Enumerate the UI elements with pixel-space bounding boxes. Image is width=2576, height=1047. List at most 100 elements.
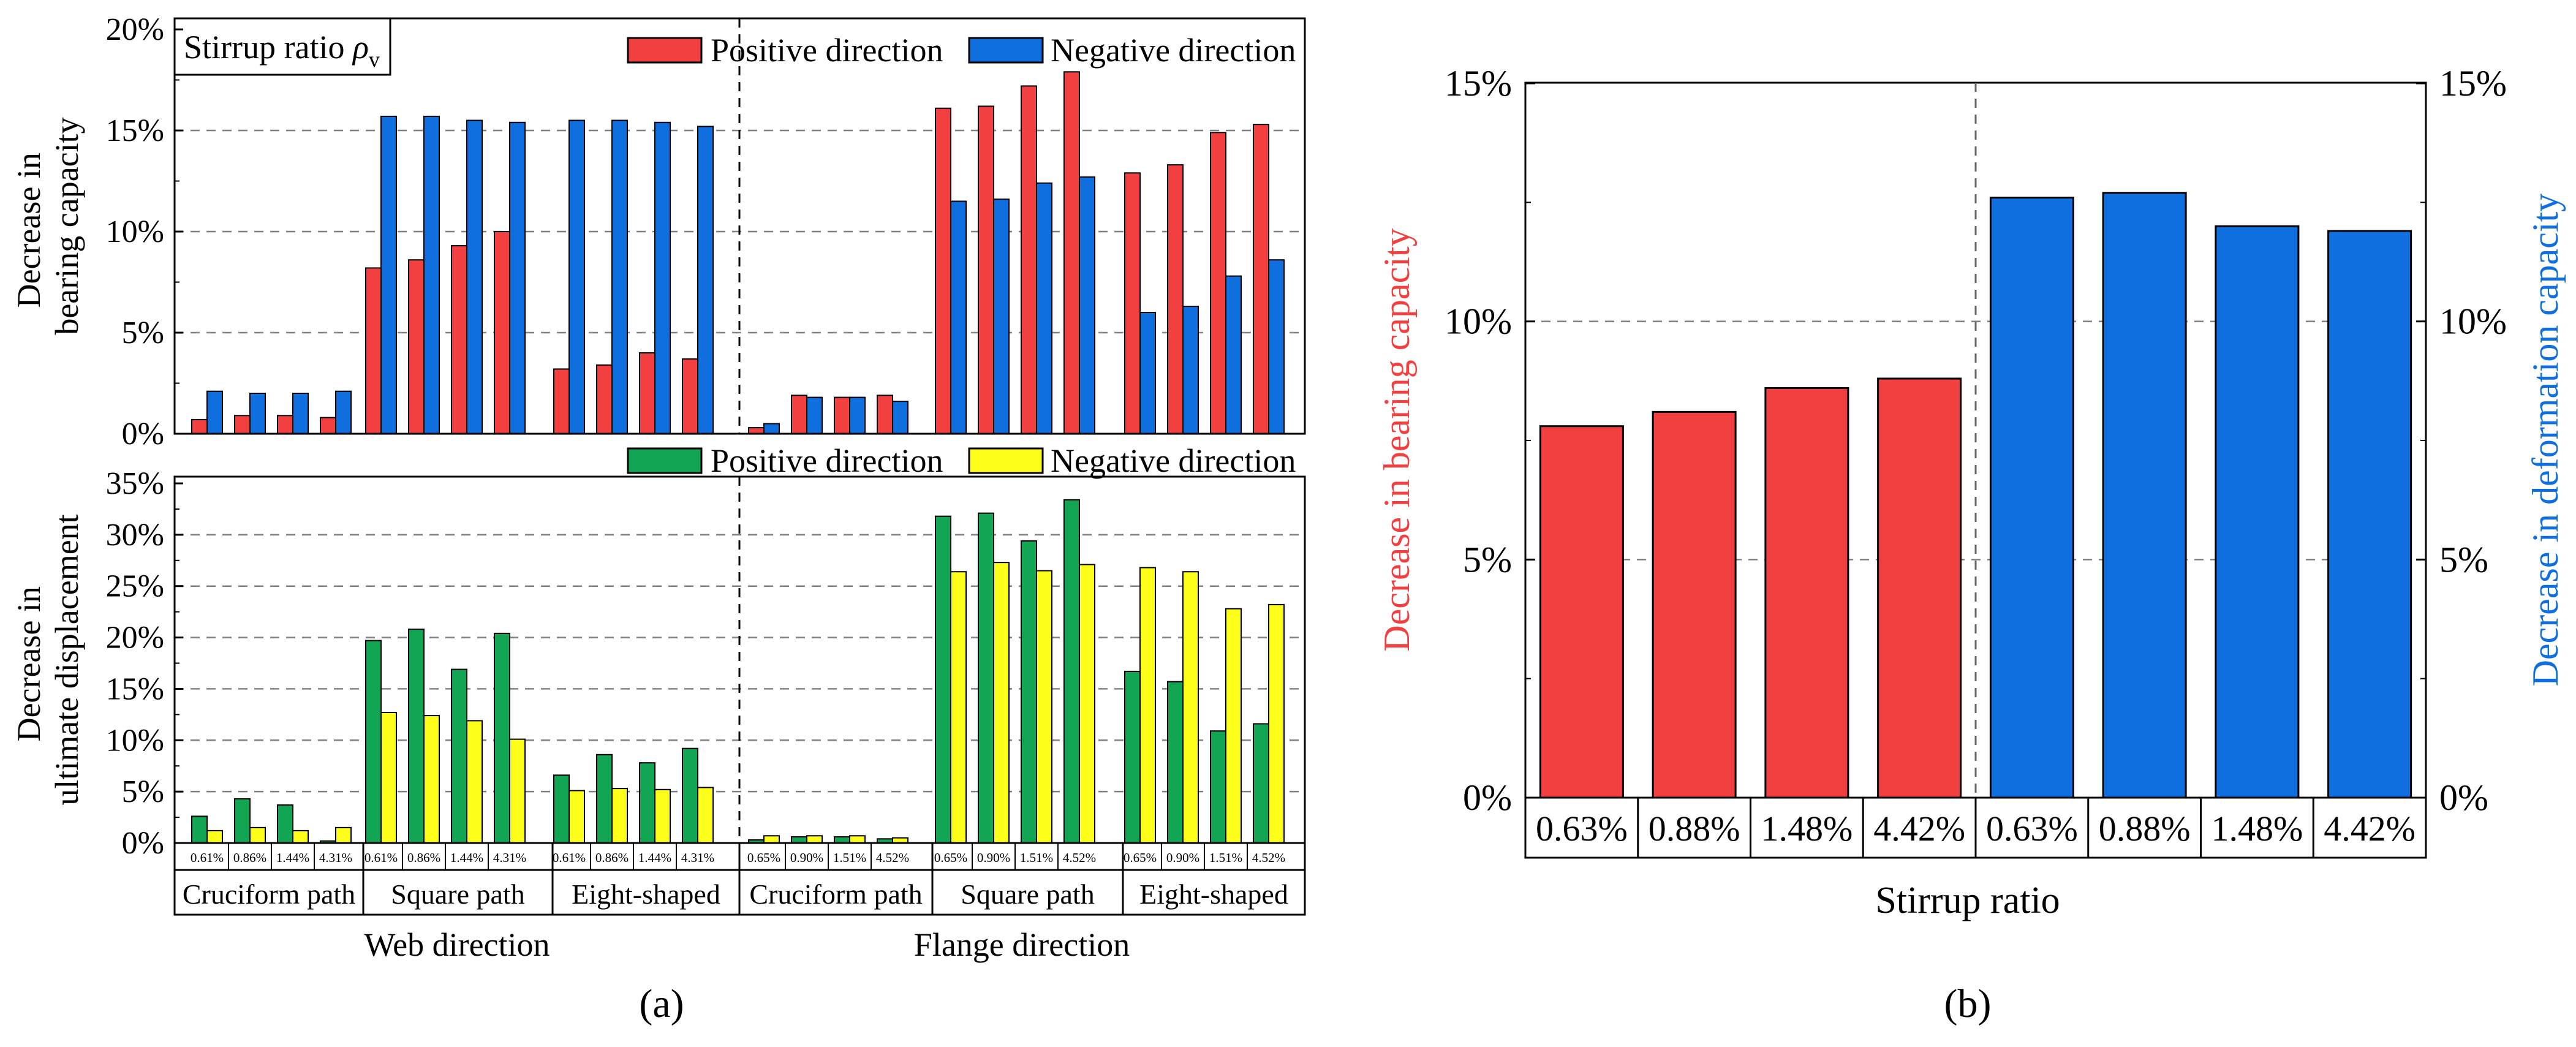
bar-bearing-negative (763, 423, 780, 434)
ratio-cell-label: 0.63% (1986, 809, 2078, 849)
bar-bearing-positive (791, 395, 807, 434)
bar-bearing-capacity (1652, 410, 1737, 799)
bar-bearing-positive (978, 105, 994, 434)
bar-bearing-negative (806, 396, 823, 434)
bar-bearing-negative (611, 119, 628, 434)
bar-displacement-negative (993, 562, 1010, 844)
bar-displacement-negative (335, 826, 352, 844)
stirrup-ratio-box (173, 17, 391, 76)
bar-displacement-negative (1139, 567, 1156, 844)
y-tick-label: 10% (106, 214, 164, 249)
bar-displacement-positive (234, 798, 251, 844)
ratio-label: 1.44% (450, 850, 483, 865)
bar-bearing-negative (509, 121, 526, 435)
bar-bearing-negative (1268, 259, 1285, 434)
bar-bearing-positive (191, 418, 208, 435)
ratio-cell-label: 4.42% (1873, 809, 1965, 849)
y-tick-label-left: 15% (1445, 63, 1512, 104)
bar-displacement-negative (568, 790, 585, 844)
y-tick-label: 15% (106, 671, 164, 706)
ratio-label: 0.90% (977, 850, 1010, 865)
y-tick-label: 5% (122, 774, 164, 809)
y-tick-label-right: 10% (2439, 301, 2507, 342)
ratio-label: 0.90% (1166, 850, 1199, 865)
bar-bearing-positive (1124, 172, 1141, 434)
bar-bearing-positive (553, 368, 570, 435)
bar-displacement-negative (1079, 564, 1095, 844)
bar-displacement-positive (682, 747, 698, 844)
bar-bearing-negative (292, 393, 309, 434)
bar-displacement-negative (509, 738, 526, 844)
bar-bearing-positive (935, 107, 951, 434)
bar-bearing-positive (1063, 71, 1080, 435)
ratio-cell-label: 0.88% (2099, 809, 2191, 849)
bar-bearing-negative (950, 200, 967, 434)
y-tick-label-left: 0% (1463, 777, 1512, 818)
ratio-label: 4.31% (319, 850, 352, 865)
bar-displacement-negative (466, 720, 483, 844)
panel-b-xlabel: Stirrup ratio (1875, 880, 2060, 921)
ratio-label: 0.65% (747, 850, 780, 865)
panel-a-bottom-ylabel: Decrease in ultimate displacement (10, 514, 85, 805)
panel-b-left-ylabel: Decrease in bearing capacity (1377, 228, 1417, 651)
ratio-cell-label: 0.63% (1536, 809, 1628, 849)
panel-b-right-ylabel: Decrease in deformation capacity (2525, 194, 2566, 687)
bar-bearing-positive (1167, 164, 1184, 434)
bar-displacement-negative (654, 788, 671, 844)
bar-displacement-negative (423, 715, 440, 844)
bar-displacement-positive (1210, 730, 1226, 844)
bar-displacement-positive (408, 629, 425, 844)
ratio-label: 1.51% (833, 850, 866, 865)
bar-bearing-positive (320, 417, 336, 434)
bar-bearing-negative (1036, 182, 1052, 434)
bar-bearing-negative (466, 119, 483, 434)
bar-displacement-negative (206, 830, 223, 844)
y-tick-label-left: 5% (1463, 539, 1512, 580)
bar-displacement-positive (639, 762, 655, 844)
bar-bearing-positive (596, 364, 613, 434)
legend-top-negative-label: Negative direction (1051, 32, 1296, 69)
ratio-label: 4.52% (1063, 850, 1096, 865)
ratio-label: 0.65% (1124, 850, 1157, 865)
bar-displacement-positive (1021, 540, 1037, 844)
bar-bearing-positive (682, 358, 698, 435)
bar-displacement-positive (935, 515, 951, 844)
ratio-label: 4.52% (1252, 850, 1285, 865)
legend-top-negative-swatch (968, 37, 1044, 64)
group-label: Square path (391, 879, 524, 910)
bar-bearing-positive (494, 231, 510, 434)
ratio-label: 4.52% (876, 850, 909, 865)
bar-displacement-positive (791, 836, 807, 844)
bar-bearing-capacity (1764, 387, 1849, 799)
ratio-label: 0.61% (191, 850, 224, 865)
y-tick-label: 0% (122, 826, 164, 861)
bar-bearing-negative (568, 119, 585, 434)
stirrup-ratio-label: Stirrup ratio ρv (184, 29, 380, 72)
y-tick-label: 5% (122, 316, 164, 350)
bar-displacement-positive (1253, 723, 1269, 844)
panel-a-caption: (a) (639, 981, 684, 1026)
bar-displacement-positive (1167, 681, 1184, 844)
ratio-label: 4.31% (681, 850, 714, 865)
ratio-label: 0.61% (364, 850, 398, 865)
bar-bearing-negative (249, 393, 266, 434)
y-tick-label-right: 5% (2439, 539, 2488, 580)
ratio-cell-label: 0.88% (1649, 809, 1740, 849)
bar-displacement-negative (806, 835, 823, 844)
bar-deformation-capacity (1989, 197, 2074, 799)
group-label: Cruciform path (183, 879, 355, 910)
bar-bearing-positive (1253, 124, 1269, 434)
bar-displacement-negative (292, 830, 309, 844)
panel-a-top-ylabel: Decrease in bearing capacity (10, 117, 85, 335)
bar-displacement-positive (834, 836, 850, 844)
ratio-cell-label: 1.48% (1761, 809, 1853, 849)
y-tick-label: 0% (122, 417, 164, 452)
bar-bearing-negative (654, 121, 671, 435)
bar-bearing-negative (206, 390, 223, 435)
y-tick-label-right: 0% (2439, 777, 2488, 818)
bar-bearing-negative (993, 198, 1010, 434)
legend-top-positive-label: Positive direction (711, 32, 943, 69)
bar-deformation-capacity (2327, 230, 2412, 799)
bar-bearing-positive (1021, 85, 1037, 434)
